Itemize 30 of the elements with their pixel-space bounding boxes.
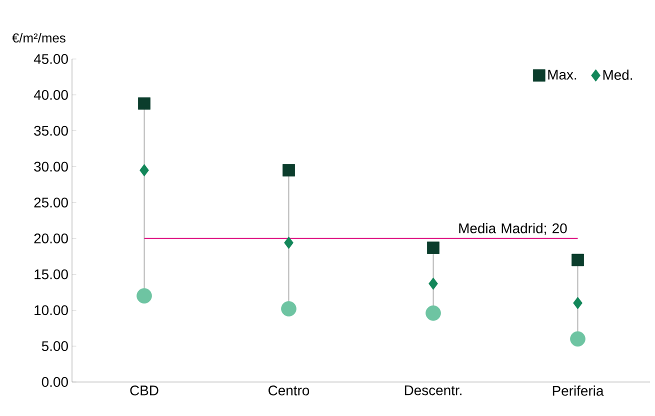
point [284, 236, 294, 249]
x-tick-label: Descentr. [404, 386, 462, 396]
point [138, 97, 150, 110]
y-tick-label: 25.00 [34, 198, 68, 208]
point [426, 305, 441, 321]
y-tick-label: 40.00 [34, 90, 68, 100]
point [281, 301, 296, 316]
y-tick-label: 10.00 [34, 305, 68, 316]
legend-label: Med. [603, 70, 632, 80]
point [136, 288, 152, 304]
y-tick-label: 20.00 [34, 233, 68, 244]
ref-line-label: Media Madrid; 20 [459, 223, 567, 235]
y-tick-label: 45.00 [34, 54, 68, 64]
x-tick-label: CBD [130, 386, 158, 396]
x-tick-label: Centro [268, 386, 310, 396]
point [572, 254, 584, 266]
point [140, 164, 149, 176]
y-tick-label: 35.00 [34, 126, 68, 136]
y-tick-label: 5.00 [42, 341, 68, 352]
x-tick-label: Periferia [552, 386, 604, 396]
legend-label: Max. [548, 70, 576, 80]
y-axis-title: €/m²/mes [12, 33, 66, 43]
point [573, 296, 582, 310]
point [570, 331, 586, 347]
point [427, 242, 440, 254]
y-tick-label: 0.00 [42, 377, 68, 387]
point [282, 164, 295, 176]
y-tick-label: 15.00 [34, 269, 68, 280]
point [428, 277, 438, 290]
y-tick-label: 30.00 [34, 162, 68, 172]
